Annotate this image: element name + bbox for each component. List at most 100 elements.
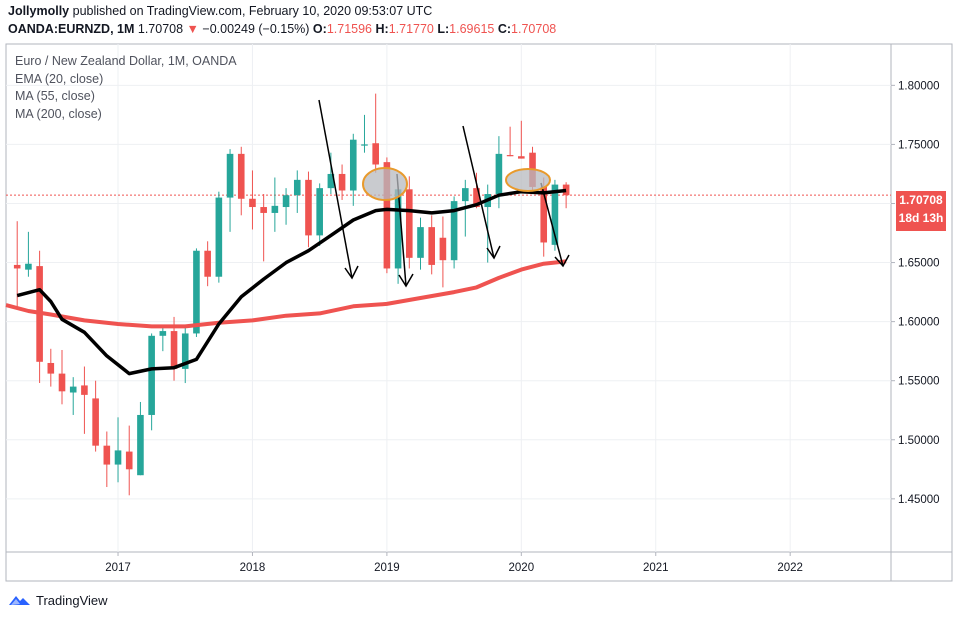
x-tick-label: 2020 — [509, 562, 535, 574]
candle[interactable] — [215, 191, 223, 283]
candle[interactable] — [450, 196, 458, 269]
candle[interactable] — [114, 417, 122, 483]
candle-body — [361, 144, 368, 146]
candle[interactable] — [193, 248, 200, 337]
candle-body — [148, 335, 155, 415]
candle[interactable] — [58, 349, 66, 405]
candle[interactable] — [181, 327, 189, 384]
candle[interactable] — [47, 348, 55, 387]
candle-body — [450, 201, 458, 261]
candle-body — [305, 179, 312, 236]
x-tick-label: 2022 — [777, 562, 803, 574]
candle-body — [495, 153, 503, 195]
candles — [13, 93, 570, 496]
candle[interactable] — [13, 221, 21, 308]
candle-body — [13, 264, 21, 269]
candle-body — [159, 331, 167, 336]
candle[interactable] — [473, 172, 480, 209]
candle[interactable] — [518, 120, 525, 159]
x-tick-label: 2021 — [643, 562, 669, 574]
y-tick-label: 1.65000 — [898, 258, 940, 270]
candle-body — [327, 173, 335, 189]
candle[interactable] — [562, 182, 570, 209]
symbol-label[interactable]: OANDA:EURNZD, 1M — [8, 22, 135, 36]
candle-body — [540, 186, 548, 243]
candle-body — [282, 195, 290, 208]
highlight-ellipse-2 — [505, 168, 551, 192]
change-arrow-icon: ▼ — [186, 22, 199, 36]
candle-body — [462, 188, 469, 202]
legend-ema[interactable]: EMA (20, close) — [15, 71, 104, 86]
arrowhead-3 — [486, 245, 501, 260]
candle[interactable] — [271, 177, 279, 232]
candle-body — [439, 237, 447, 261]
brand-name[interactable]: TradingView — [36, 592, 108, 608]
candle[interactable] — [25, 231, 32, 277]
candle[interactable] — [316, 183, 323, 247]
highlight-ellipse-1 — [362, 167, 408, 201]
candle[interactable] — [405, 176, 413, 269]
y-tick-label: 1.50000 — [898, 435, 940, 447]
candle[interactable] — [69, 377, 77, 415]
candle[interactable] — [338, 164, 346, 200]
candle-body — [473, 188, 480, 208]
candle[interactable] — [282, 188, 290, 225]
arrowhead-1 — [344, 265, 359, 280]
down-arrow-1 — [318, 99, 353, 279]
candle[interactable] — [103, 431, 111, 488]
candle[interactable] — [394, 185, 402, 284]
legend-ma55[interactable]: MA (55, close) — [15, 89, 95, 103]
candle-body — [562, 184, 570, 196]
candle[interactable] — [125, 425, 133, 496]
candle[interactable] — [305, 171, 312, 248]
down-arrow-4 — [540, 182, 564, 267]
candle[interactable] — [428, 215, 435, 275]
candle[interactable] — [92, 380, 99, 452]
candle[interactable] — [439, 216, 447, 288]
candle-body — [114, 450, 122, 465]
close-label: C: — [497, 22, 512, 36]
price-change: −0.00249 (−0.15%) — [202, 22, 310, 36]
candle[interactable] — [36, 250, 43, 384]
y-tick-label: 1.75000 — [898, 139, 940, 151]
candle[interactable] — [249, 170, 256, 230]
candle[interactable] — [137, 401, 144, 476]
candle-body — [372, 143, 379, 165]
candle-body — [506, 155, 514, 157]
legend-title[interactable]: Euro / New Zealand Dollar, 1M, OANDA — [15, 54, 237, 68]
candle[interactable] — [237, 146, 245, 216]
candle[interactable] — [260, 194, 267, 262]
candle[interactable] — [81, 366, 88, 434]
price-tag-box — [896, 191, 946, 231]
candle[interactable] — [204, 241, 211, 287]
legend-ma200[interactable]: MA (200, close) — [15, 106, 102, 121]
candle-body — [405, 189, 413, 258]
candle[interactable] — [327, 152, 335, 195]
candle[interactable] — [417, 217, 424, 270]
tradingview-logo-icon[interactable] — [8, 593, 32, 607]
candle[interactable] — [361, 114, 368, 153]
author-name[interactable]: Jollymolly — [8, 4, 70, 18]
candle-body — [260, 207, 267, 213]
candle[interactable] — [506, 126, 514, 157]
candle-body — [316, 188, 323, 236]
candle-body — [226, 153, 234, 198]
candle[interactable] — [293, 170, 301, 213]
candle-body — [417, 227, 424, 258]
footer: TradingView — [8, 591, 108, 609]
high-value: 1.71770 — [388, 22, 434, 36]
candle-body — [338, 173, 346, 191]
open-label: O: — [312, 22, 327, 36]
candle-body — [271, 205, 279, 213]
candle[interactable] — [226, 149, 234, 232]
publish-info: published on TradingView.com, February 1… — [72, 4, 433, 18]
candle-body — [58, 373, 66, 392]
candle[interactable] — [148, 333, 155, 431]
candle[interactable] — [349, 133, 357, 206]
candle[interactable] — [372, 93, 379, 173]
candle-body — [137, 414, 144, 476]
price-axis: 1.450001.500001.550001.600001.650001.700… — [891, 80, 940, 506]
candle[interactable] — [159, 327, 167, 352]
